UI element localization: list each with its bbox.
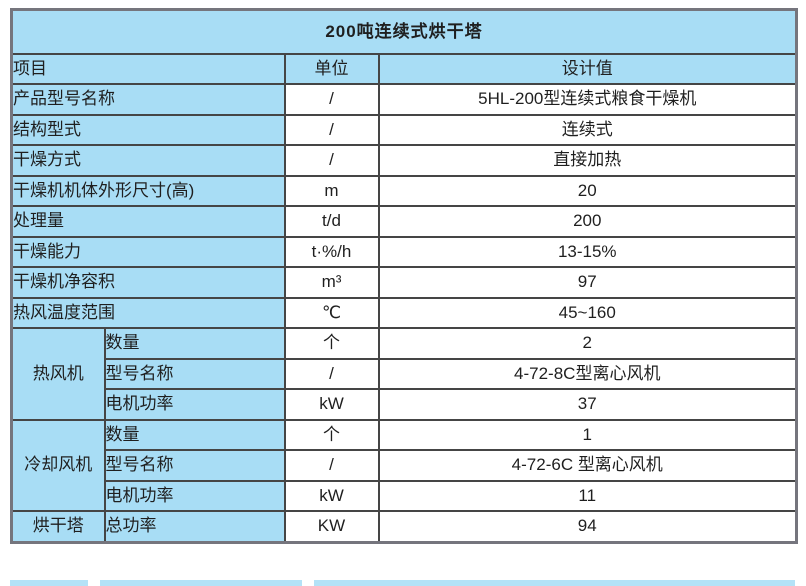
table-row: 结构型式 / 连续式 bbox=[10, 113, 798, 146]
row-label: 结构型式 bbox=[10, 113, 286, 146]
row-label: 产品型号名称 bbox=[10, 83, 286, 116]
table-title: 200吨连续式烘干塔 bbox=[10, 8, 798, 55]
row-value: 97 bbox=[377, 266, 798, 299]
table-row: 电机功率 kW 11 bbox=[12, 479, 798, 512]
row-label: 干燥方式 bbox=[10, 144, 286, 177]
table-row: 处理量 t/d 200 bbox=[10, 205, 798, 238]
row-sublabel: 电机功率 bbox=[103, 388, 286, 421]
row-value: 37 bbox=[377, 388, 798, 421]
header-item: 项目 bbox=[10, 53, 286, 85]
row-unit: 个 bbox=[283, 327, 380, 360]
row-value: 94 bbox=[377, 510, 798, 543]
table-row: 热风温度范围 ℃ 45~160 bbox=[10, 296, 798, 329]
row-sublabel: 型号名称 bbox=[103, 357, 286, 390]
group-label-hot-air-fan: 热风机 bbox=[10, 327, 106, 421]
table-row: 电机功率 kW 37 bbox=[12, 388, 798, 421]
row-label: 处理量 bbox=[10, 205, 286, 238]
row-unit: / bbox=[283, 357, 380, 390]
row-unit: m bbox=[283, 174, 380, 207]
table-row: 产品型号名称 / 5HL-200型连续式粮食干燥机 bbox=[10, 83, 798, 116]
row-value: 20 bbox=[377, 174, 798, 207]
row-value: 13-15% bbox=[377, 235, 798, 268]
table-row: 热风机 数量 个 2 bbox=[10, 327, 798, 421]
row-unit: KW bbox=[283, 510, 380, 543]
header-row: 项目 单位 设计值 bbox=[10, 53, 798, 85]
table-row: 烘干塔 总功率 KW 94 bbox=[10, 510, 798, 543]
row-sublabel: 电机功率 bbox=[103, 479, 286, 512]
table-row: 型号名称 / 4-72-6C 型离心风机 bbox=[12, 449, 798, 482]
cropped-next-row-strip bbox=[10, 580, 795, 586]
row-label: 干燥机机体外形尺寸(高) bbox=[10, 174, 286, 207]
row-value: 200 bbox=[377, 205, 798, 238]
row-value: 4-72-8C型离心风机 bbox=[377, 357, 798, 390]
row-sublabel: 总功率 bbox=[103, 510, 286, 543]
row-unit: ℃ bbox=[283, 296, 380, 329]
row-unit: kW bbox=[283, 388, 380, 421]
table-row: 干燥能力 t·%/h 13-15% bbox=[10, 235, 798, 268]
row-sublabel: 数量 bbox=[103, 418, 286, 451]
table-row: 干燥方式 / 直接加热 bbox=[10, 144, 798, 177]
strip-segment bbox=[314, 580, 795, 586]
header-value: 设计值 bbox=[377, 53, 798, 85]
row-unit: / bbox=[283, 144, 380, 177]
row-value: 11 bbox=[377, 479, 798, 512]
row-unit: / bbox=[283, 113, 380, 146]
row-value: 5HL-200型连续式粮食干燥机 bbox=[377, 83, 798, 116]
row-unit: t·%/h bbox=[283, 235, 380, 268]
header-unit: 单位 bbox=[283, 53, 380, 85]
group-label-cooling-fan: 冷却风机 bbox=[10, 418, 106, 512]
row-unit: m³ bbox=[283, 266, 380, 299]
row-label: 干燥能力 bbox=[10, 235, 286, 268]
table-row: 型号名称 / 4-72-8C型离心风机 bbox=[12, 357, 798, 390]
row-unit: / bbox=[283, 449, 380, 482]
row-value: 4-72-6C 型离心风机 bbox=[377, 449, 798, 482]
title-row: 200吨连续式烘干塔 bbox=[10, 8, 798, 55]
row-sublabel: 数量 bbox=[103, 327, 286, 360]
row-sublabel: 型号名称 bbox=[103, 449, 286, 482]
row-value: 2 bbox=[377, 327, 798, 360]
group-label-drying-tower: 烘干塔 bbox=[10, 510, 106, 543]
row-label: 热风温度范围 bbox=[10, 296, 286, 329]
row-value: 直接加热 bbox=[377, 144, 798, 177]
row-unit: 个 bbox=[283, 418, 380, 451]
row-label: 干燥机净容积 bbox=[10, 266, 286, 299]
row-value: 连续式 bbox=[377, 113, 798, 146]
row-unit: kW bbox=[283, 479, 380, 512]
strip-segment bbox=[10, 580, 88, 586]
strip-segment bbox=[100, 580, 302, 586]
row-unit: / bbox=[283, 83, 380, 116]
row-value: 45~160 bbox=[377, 296, 798, 329]
row-value: 1 bbox=[377, 418, 798, 451]
spec-table: 200吨连续式烘干塔 项目 单位 设计值 产品型号名称 / 5HL-200型连续… bbox=[10, 8, 798, 544]
row-unit: t/d bbox=[283, 205, 380, 238]
table-row: 干燥机机体外形尺寸(高) m 20 bbox=[10, 174, 798, 207]
table-row: 干燥机净容积 m³ 97 bbox=[10, 266, 798, 299]
table-row: 冷却风机 数量 个 1 bbox=[10, 418, 798, 512]
